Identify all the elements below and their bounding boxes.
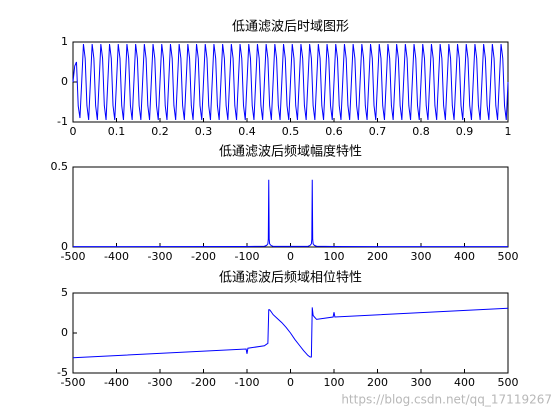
y-tick-label: 0.5 [51, 160, 69, 173]
x-tick-label: 0 [70, 125, 77, 138]
x-tick-label: 0.9 [456, 125, 474, 138]
x-tick-label: 100 [324, 250, 345, 263]
x-tick-label: 300 [411, 250, 432, 263]
y-tick-label: -1 [57, 115, 68, 128]
data-line [72, 179, 509, 248]
x-tick-label: 400 [454, 250, 475, 263]
x-tick-label: -200 [191, 376, 216, 389]
x-tick-label: 100 [324, 376, 345, 389]
x-tick-label: -500 [61, 376, 86, 389]
x-tick-label: 500 [498, 376, 519, 389]
x-tick-label: -100 [235, 376, 260, 389]
x-tick-label: -500 [61, 250, 86, 263]
x-tick-label: 0.6 [325, 125, 343, 138]
x-tick-label: 0.7 [369, 125, 387, 138]
x-tick-label: -300 [148, 250, 173, 263]
data-line [72, 43, 509, 121]
x-tick-label: 0.1 [108, 125, 126, 138]
x-tick-label: 0 [287, 376, 294, 389]
axes-box [72, 166, 509, 248]
x-tick-label: 0.8 [412, 125, 430, 138]
x-tick-label: -100 [235, 250, 260, 263]
x-tick-label: 0.2 [151, 125, 169, 138]
y-tick-label: 0 [61, 326, 68, 339]
x-tick-label: 0 [287, 250, 294, 263]
x-tick-label: -400 [104, 250, 129, 263]
x-tick-label: 400 [454, 376, 475, 389]
chart-title: 低通滤波后频域相位特性 [219, 271, 362, 286]
y-tick-label: 0 [61, 240, 68, 253]
chart-title: 低通滤波后频域幅度特性 [219, 144, 362, 160]
x-tick-label: 0.5 [282, 125, 300, 138]
y-tick-label: 0 [61, 75, 68, 88]
x-tick-label: 0.3 [195, 125, 213, 138]
x-tick-label: -300 [148, 376, 173, 389]
chart-title: 低通滤波后时域图形 [232, 20, 349, 35]
x-tick-label: 0.4 [238, 125, 256, 138]
x-tick-label: -400 [104, 376, 129, 389]
y-tick-label: 1 [61, 35, 68, 48]
x-tick-label: 500 [498, 250, 519, 263]
x-tick-label: -200 [191, 250, 216, 263]
x-tick-label: 200 [367, 376, 388, 389]
y-tick-label: 5 [61, 286, 68, 299]
watermark: https://blog.csdn.net/qq_17119267 [341, 393, 552, 407]
y-tick-label: -5 [57, 366, 68, 379]
data-line [72, 307, 509, 359]
x-tick-label: 300 [411, 376, 432, 389]
x-tick-label: 1 [505, 125, 512, 138]
x-tick-label: 200 [367, 250, 388, 263]
